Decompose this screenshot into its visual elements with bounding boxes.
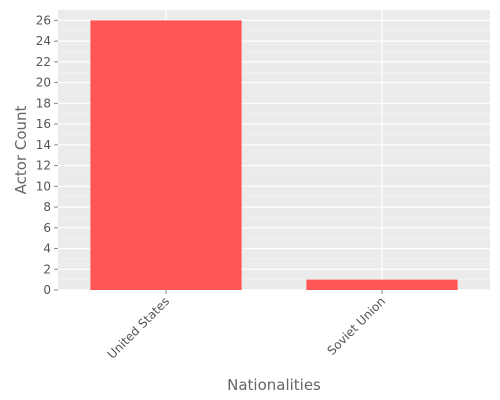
x-tick-label: United States: [105, 294, 172, 361]
y-tick-label: 20: [36, 76, 51, 90]
y-tick-label: 22: [36, 55, 51, 69]
x-axis-title: Nationalities: [227, 376, 321, 394]
bar: [306, 279, 458, 290]
y-axis-title: Actor Count: [12, 105, 30, 194]
x-tick-label: Soviet Union: [325, 294, 389, 358]
y-tick-label: 12: [36, 159, 51, 173]
y-tick-label: 6: [43, 221, 51, 235]
x-axis-ticks: United States Soviet Union: [105, 290, 388, 362]
y-tick-label: 2: [43, 262, 51, 276]
y-tick-label: 10: [36, 179, 51, 193]
bars: [90, 20, 458, 291]
y-tick-label: 26: [36, 13, 51, 27]
y-tick-label: 16: [36, 117, 51, 131]
y-tick-label: 14: [36, 138, 51, 152]
y-tick-label: 8: [43, 200, 51, 214]
y-tick-label: 4: [43, 242, 51, 256]
y-tick-label: 18: [36, 96, 51, 110]
y-tick-label: 0: [43, 283, 51, 297]
y-tick-label: 24: [36, 34, 51, 48]
bar: [90, 20, 242, 291]
